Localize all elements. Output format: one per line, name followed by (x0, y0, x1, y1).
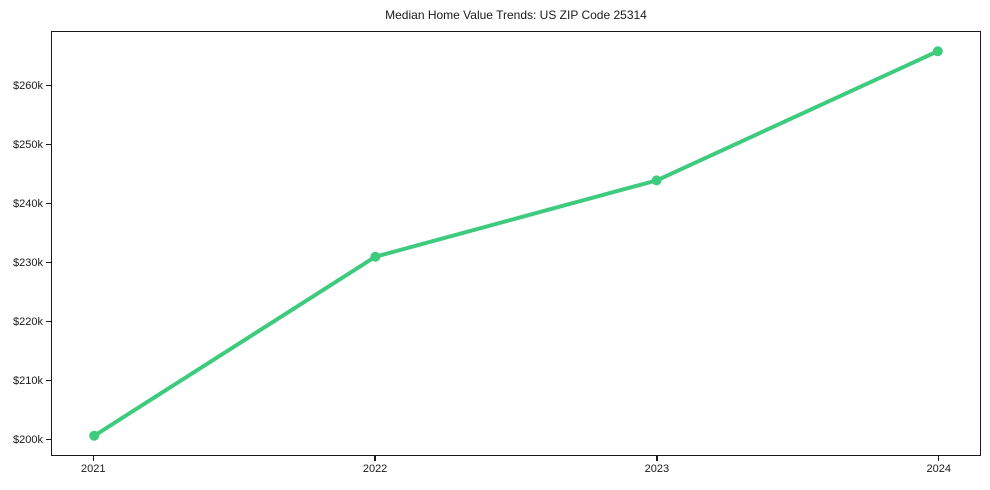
y-tick-mark (46, 143, 51, 146)
data-point-2024 (932, 46, 943, 57)
y-tick-label: $200k (13, 433, 43, 446)
y-tick-mark (46, 261, 51, 264)
y-tick-label: $230k (13, 256, 43, 269)
y-tick-mark (46, 379, 51, 382)
x-tick-label: 2022 (362, 463, 388, 475)
y-tick-label: $220k (13, 315, 43, 328)
data-point-2021 (89, 430, 100, 441)
y-tick-mark (46, 202, 51, 205)
x-tick-mark (92, 456, 95, 461)
y-tick-mark (46, 438, 51, 441)
x-tick-mark (656, 456, 658, 461)
y-tick-mark (46, 320, 51, 323)
line-chart-svg (89, 46, 943, 441)
x-tick-label: 2024 (926, 463, 951, 475)
data-point-2022 (370, 251, 381, 262)
x-tick-mark (937, 456, 940, 461)
chart-title: Median Home Value Trends: US ZIP Code 25… (385, 8, 647, 22)
x-tick-mark (374, 456, 376, 461)
x-tick-label: 2023 (644, 463, 670, 475)
y-tick-label: $250k (13, 138, 43, 151)
trend-line (92, 49, 940, 438)
data-point-2023 (651, 175, 662, 186)
y-tick-label: $260k (13, 79, 43, 92)
x-tick-label: 2021 (81, 463, 106, 475)
plot-area (51, 31, 981, 456)
y-tick-mark (46, 84, 51, 87)
y-tick-label: $210k (13, 374, 43, 387)
y-tick-label: $240k (13, 197, 43, 210)
